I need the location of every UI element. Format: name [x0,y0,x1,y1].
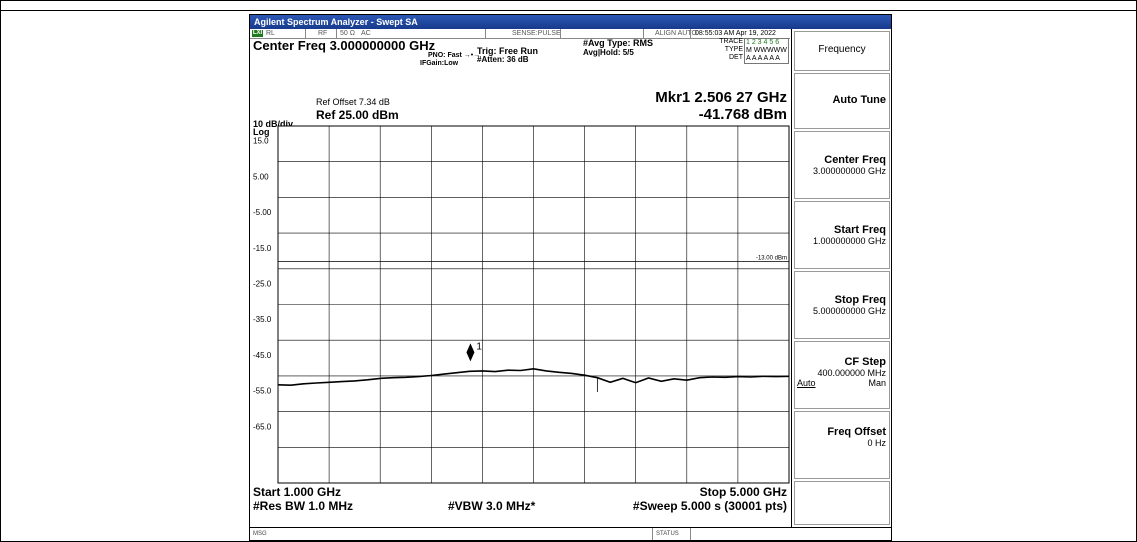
trace-values: 1 2 3 4 5 6 M WWWWW A A A A A A [744,38,789,64]
window-title: Agilent Spectrum Analyzer - Swept SA [250,15,891,29]
ref-level-readout: Ref 25.00 dBm [316,108,399,122]
ref-offset-readout: Ref Offset 7.34 dB [316,97,390,107]
marker-1: 1 [466,341,482,362]
status-row: LXI RL RF 50 Ω AC SENSE:PULSE ALIGN AUTO… [250,29,790,39]
plot-grid [277,125,790,484]
lxi-icon: LXI [252,30,263,37]
status-rf: RF [318,30,328,37]
trig-readout: Trig: Free Run [477,46,539,56]
status-align: ALIGN AUTO [655,30,697,37]
y-tick-label: -55.0 [253,387,272,396]
spectrum-analyzer-window: Agilent Spectrum Analyzer - Swept SA LXI… [249,14,892,541]
cf-step-button[interactable]: CF Step 400.000000 MHz Auto Man [794,341,890,409]
status-label: STATUS [656,531,679,537]
avg-hold-readout: Avg|Hold: 5/5 [583,48,634,57]
cf-step-auto[interactable]: Auto [797,378,816,388]
sweep-annotation: #Sweep 5.000 s (30001 pts) [632,499,787,513]
page-top-rule [0,10,1137,11]
rbw-annotation: #Res BW 1.0 MHz [253,499,354,513]
status-coupling: AC [361,30,371,37]
atten-readout: #Atten: 36 dB [477,55,529,64]
cf-step-man[interactable]: Man [868,378,886,388]
marker-amp-readout: -41.768 dBm [698,106,787,123]
marker-freq-readout: Mkr1 2.506 27 GHz [655,89,787,106]
softkey-menu-title: Frequency [794,31,890,71]
vbw-annotation: #VBW 3.0 MHz* [448,499,536,513]
softkey-panel: Frequency Auto Tune Center Freq 3.000000… [791,29,891,527]
auto-tune-button[interactable]: Auto Tune [794,73,890,129]
pno-readout: PNO: Fast →•→ [428,52,481,59]
freq-offset-button[interactable]: Freq Offset 0 Hz [794,411,890,479]
log-readout: Log [253,127,270,137]
status-impedance: 50 Ω [340,30,355,37]
y-tick-label: -35.0 [253,315,272,324]
trace-labels: TRACE TYPE DET [719,38,743,61]
scale-readout: 10 dB/div [253,119,294,129]
center-freq-readout: Center Freq 3.000000000 GHz [253,38,436,53]
y-tick-labels: 15.0 5.00 -5.00 -15.0 -25.0 -35.0 -45.0 -55.0 -6… [253,137,272,432]
status-rl: RL [266,30,275,37]
marker-number: 1 [476,341,482,352]
ifgain-readout: IFGain:Low [420,60,459,67]
limit-line-label: -13.00 dBm [756,256,787,262]
msg-label: MSG [253,531,267,537]
y-tick-label: -45.0 [253,351,272,360]
y-tick-label: -65.0 [253,422,272,431]
stop-freq-button[interactable]: Stop Freq 5.000000000 GHz [794,271,890,339]
start-freq-button[interactable]: Start Freq 1.000000000 GHz [794,201,890,269]
avg-type-readout: #Avg Type: RMS [583,38,654,48]
y-tick-label: -5.00 [253,208,272,217]
message-bar: MSG STATUS [250,527,891,540]
softkey-blank [794,481,890,525]
y-tick-label: -15.0 [253,244,272,253]
trace-line [277,367,790,387]
status-datetime: 08:55:03 AM Apr 19, 2022 [695,30,776,37]
limit-line: -13.00 dBm [278,256,789,263]
y-tick-label: 15.0 [253,137,269,146]
y-tick-label: -25.0 [253,280,272,289]
spectrum-plot[interactable]: 15.0 5.00 -5.00 -15.0 -25.0 -35.0 -45.0 -55.0 -6… [250,125,791,485]
status-sense: SENSE:PULSE [512,30,561,37]
marker-diamond [466,343,475,362]
start-freq-annotation: Start 1.000 GHz [253,485,342,499]
y-tick-label: 5.00 [253,172,269,181]
stop-freq-annotation: Stop 5.000 GHz [699,485,787,499]
center-freq-button[interactable]: Center Freq 3.000000000 GHz [794,131,890,199]
